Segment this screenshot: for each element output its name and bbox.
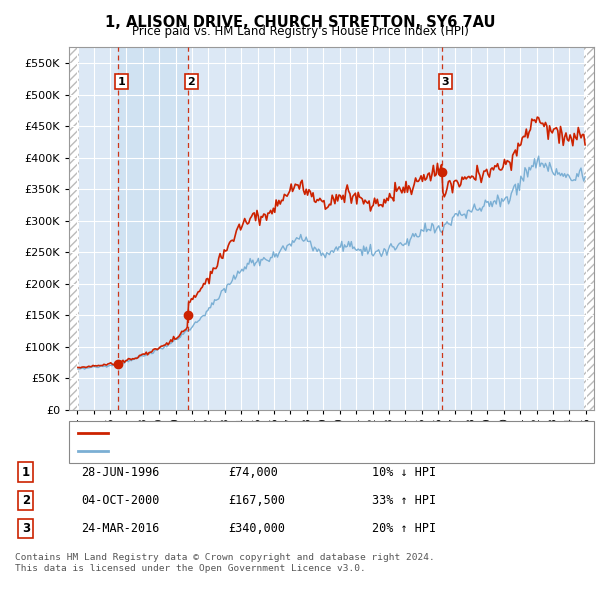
- Text: 24-MAR-2016: 24-MAR-2016: [81, 522, 160, 535]
- Text: 1: 1: [118, 77, 125, 87]
- Text: This data is licensed under the Open Government Licence v3.0.: This data is licensed under the Open Gov…: [15, 565, 366, 573]
- Text: 10% ↓ HPI: 10% ↓ HPI: [372, 466, 436, 478]
- Text: 20% ↑ HPI: 20% ↑ HPI: [372, 522, 436, 535]
- Text: 2: 2: [22, 494, 30, 507]
- Text: Contains HM Land Registry data © Crown copyright and database right 2024.: Contains HM Land Registry data © Crown c…: [15, 553, 435, 562]
- Text: 28-JUN-1996: 28-JUN-1996: [81, 466, 160, 478]
- Text: £340,000: £340,000: [228, 522, 285, 535]
- Bar: [69, 47, 79, 410]
- Text: 1: 1: [22, 466, 30, 478]
- Text: 3: 3: [22, 522, 30, 535]
- Text: 1, ALISON DRIVE, CHURCH STRETTON, SY6 7AU (detached house): 1, ALISON DRIVE, CHURCH STRETTON, SY6 7A…: [114, 428, 455, 438]
- Text: £167,500: £167,500: [228, 494, 285, 507]
- Text: 3: 3: [442, 77, 449, 87]
- Text: 2: 2: [187, 77, 195, 87]
- Bar: [584, 47, 594, 410]
- Text: 04-OCT-2000: 04-OCT-2000: [81, 494, 160, 507]
- Text: HPI: Average price, detached house, Shropshire: HPI: Average price, detached house, Shro…: [114, 446, 363, 456]
- Bar: [118, 47, 188, 410]
- Text: 33% ↑ HPI: 33% ↑ HPI: [372, 494, 436, 507]
- Text: 1, ALISON DRIVE, CHURCH STRETTON, SY6 7AU: 1, ALISON DRIVE, CHURCH STRETTON, SY6 7A…: [105, 15, 495, 30]
- Text: £74,000: £74,000: [228, 466, 278, 478]
- Text: Price paid vs. HM Land Registry's House Price Index (HPI): Price paid vs. HM Land Registry's House …: [131, 25, 469, 38]
